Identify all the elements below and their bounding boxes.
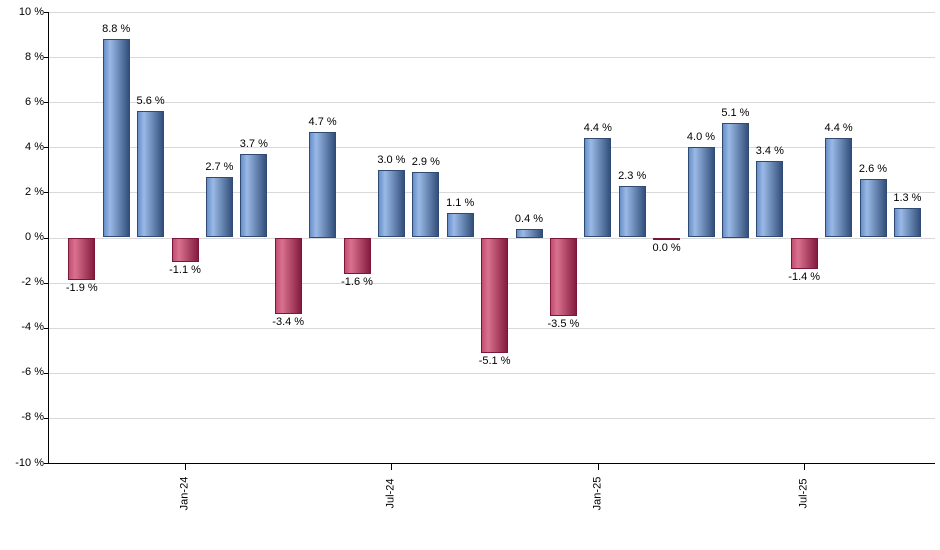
bar-value-label: 1.3 % <box>893 192 922 205</box>
bar-value-label: 8.8 % <box>102 23 131 36</box>
positive-bar <box>102 39 130 238</box>
bar-value-label: 4.7 % <box>308 115 337 128</box>
bar-value-label: 3.7 % <box>239 138 268 151</box>
bar-value-label: 2.3 % <box>618 169 647 182</box>
negative-bar <box>549 237 577 317</box>
positive-bar <box>721 122 749 238</box>
bar-value-label: 5.1 % <box>721 106 750 119</box>
y-axis-label: 8 % <box>25 50 44 63</box>
negative-bar <box>481 237 509 353</box>
y-axis-label: 0 % <box>25 231 44 243</box>
bar-value-label: 5.6 % <box>136 95 165 108</box>
gridline <box>48 192 935 194</box>
x-axis-tick-label: Jan-25 <box>591 476 604 511</box>
bar-value-label: -3.5 % <box>547 318 580 331</box>
bar-value-label: 3.0 % <box>377 153 406 166</box>
bar-value-label: 1.1 % <box>446 196 475 209</box>
y-axis-label: 2 % <box>25 185 44 198</box>
positive-bar <box>309 131 337 238</box>
x-axis-tick-label: Jul-25 <box>797 478 810 509</box>
y-axis-label: 6 % <box>25 95 44 108</box>
bar-value-label: 2.7 % <box>205 160 234 173</box>
y-axis-label: 4 % <box>25 140 44 153</box>
gridline <box>48 417 935 419</box>
bar-value-label: 0.4 % <box>514 212 544 225</box>
bar-value-label: 4.4 % <box>824 122 853 135</box>
positive-bar <box>756 160 784 238</box>
y-axis-tick <box>44 57 48 59</box>
y-axis-label: 10 % <box>18 5 44 18</box>
positive-bar <box>825 138 853 238</box>
negative-bar <box>653 237 681 240</box>
y-axis-tick <box>44 417 48 419</box>
positive-bar <box>412 172 440 238</box>
x-axis-tick-label: Jan-24 <box>178 476 191 511</box>
positive-bar <box>515 228 543 238</box>
y-axis-tick <box>44 192 48 194</box>
positive-bar <box>240 154 268 238</box>
positive-bar <box>618 185 646 238</box>
bar-value-label: 2.9 % <box>411 156 440 169</box>
y-axis-label: -2 % <box>21 276 44 289</box>
bar-value-label: 4.4 % <box>583 122 612 135</box>
x-axis-tick <box>185 464 186 470</box>
y-axis-tick <box>44 237 48 239</box>
bar-value-label: -1.6 % <box>341 275 373 288</box>
bar-value-label: -1.4 % <box>788 271 821 284</box>
gridline <box>48 57 935 59</box>
bar-value-label: 4.0 % <box>686 131 716 144</box>
y-axis-tick <box>44 372 48 374</box>
bar-value-label: 2.6 % <box>858 162 888 175</box>
positive-bar <box>893 208 921 238</box>
positive-bar <box>377 169 405 238</box>
gridline <box>48 147 935 149</box>
negative-bar <box>171 237 199 263</box>
y-axis-tick <box>44 463 48 464</box>
negative-bar <box>343 237 371 274</box>
positive-bar <box>205 176 233 238</box>
negative-bar <box>68 237 96 281</box>
positive-bar <box>687 147 715 238</box>
y-axis-tick <box>44 12 48 13</box>
positive-bar <box>859 178 887 238</box>
y-axis-tick <box>44 327 48 329</box>
positive-bar <box>137 111 165 238</box>
bar-value-label: -5.1 % <box>478 354 511 367</box>
gridline <box>48 12 935 13</box>
negative-bar <box>790 237 818 270</box>
positive-bar <box>584 138 612 238</box>
y-axis-label: -4 % <box>21 321 44 334</box>
negative-bar <box>274 237 302 315</box>
gridline <box>48 372 935 374</box>
positive-bar <box>446 212 474 238</box>
x-axis-line <box>48 463 935 464</box>
x-axis-tick <box>391 464 393 470</box>
y-axis-label: -8 % <box>21 411 44 424</box>
y-axis-line <box>48 12 49 464</box>
gridline <box>48 102 935 104</box>
bar-value-label: 3.4 % <box>755 144 784 157</box>
x-axis-tick-label: Jul-24 <box>384 478 397 509</box>
y-axis-tick <box>44 102 48 104</box>
y-axis-tick <box>44 147 48 149</box>
x-axis-tick <box>804 464 806 470</box>
bar-value-label: -1.1 % <box>169 264 201 277</box>
bar-value-label: -3.4 % <box>272 316 305 329</box>
bar-value-label: -1.9 % <box>65 282 98 295</box>
y-axis-label: -6 % <box>21 366 44 379</box>
y-axis-label: -10 % <box>15 456 44 469</box>
bar-value-label: 0.0 % <box>652 241 681 254</box>
y-axis-tick <box>44 282 48 284</box>
x-axis-tick <box>597 464 599 470</box>
